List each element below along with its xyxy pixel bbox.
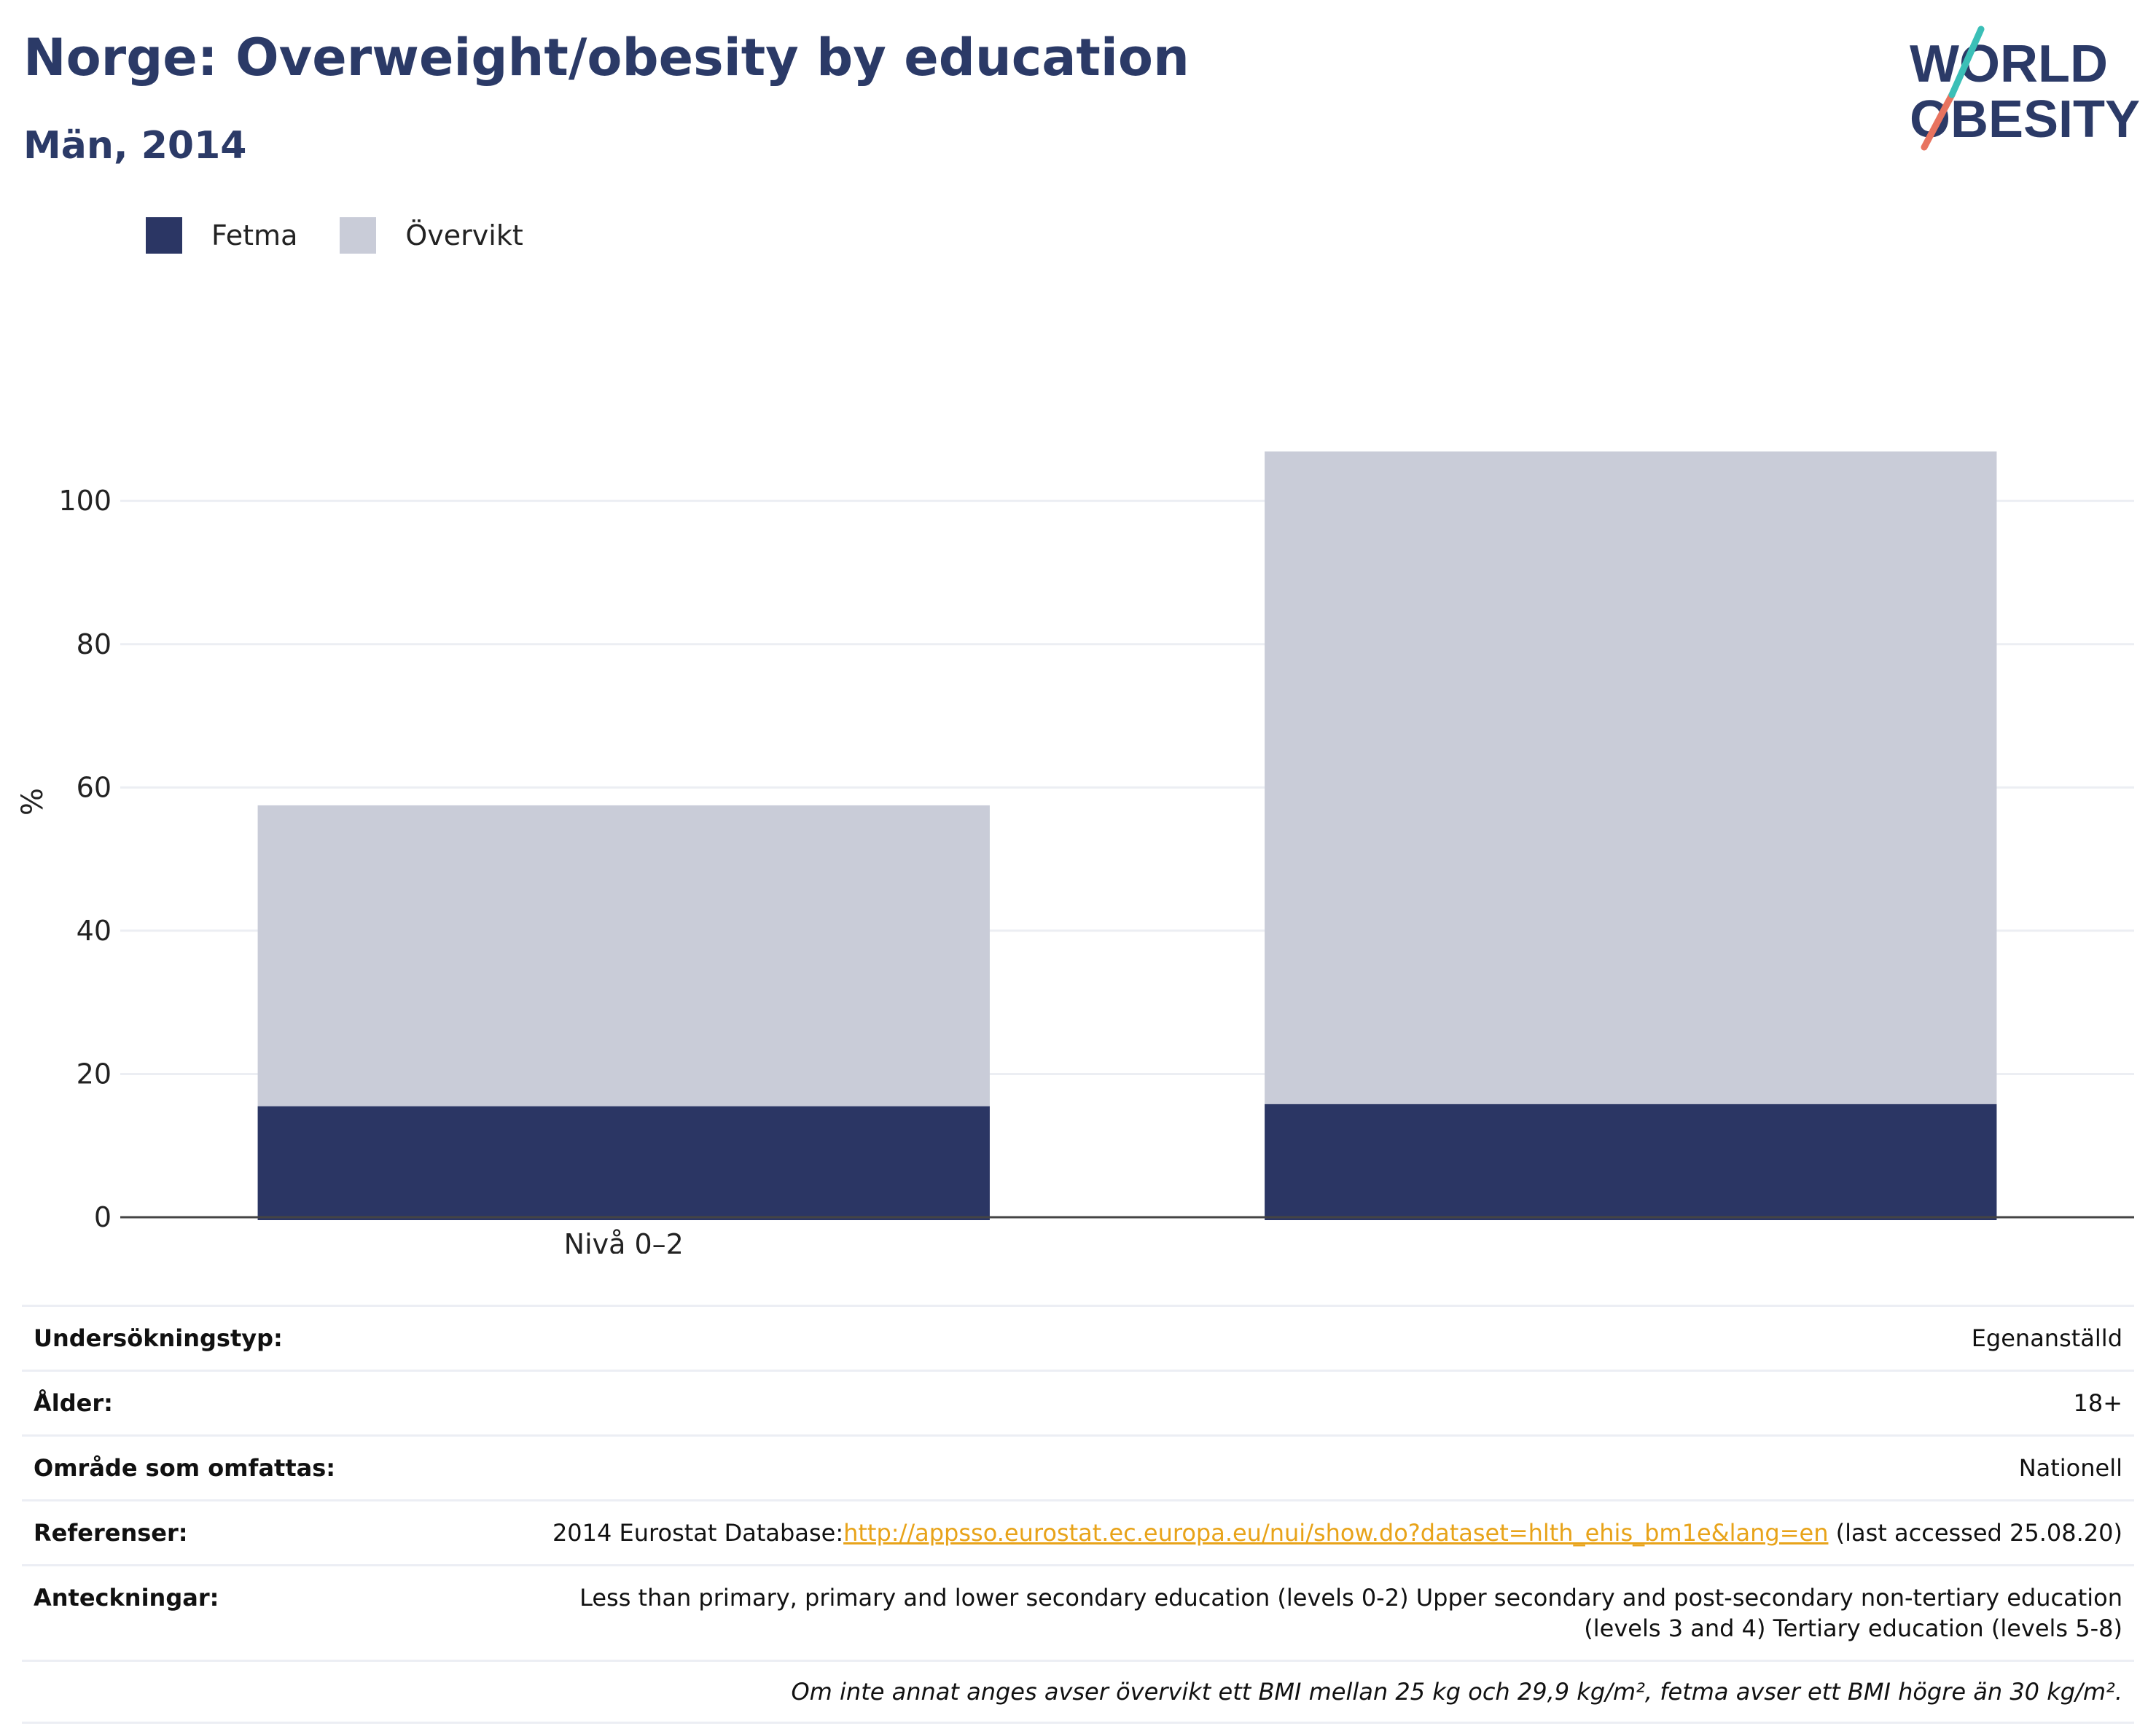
legend-swatch-fetma: [146, 217, 182, 254]
y-tick-label: 0: [94, 1201, 112, 1233]
y-tick-label: 80: [77, 628, 112, 660]
bar-chart: 0 20 40 60 80 100 Nivå 0–2%: [16, 451, 2134, 1254]
svg-text:WORLD: WORLD: [1910, 35, 2108, 93]
bar-fetma[interactable]: [257, 1106, 990, 1220]
legend-swatch-overvikt: [340, 217, 377, 254]
meta-value: Nationell: [2018, 1454, 2122, 1482]
y-axis-label: %: [16, 788, 50, 816]
meta-key: Undersökningstyp:: [34, 1324, 283, 1352]
y-tick-label: 20: [77, 1058, 112, 1090]
meta-value: 18+: [2073, 1389, 2122, 1417]
meta-row-notes: Anteckningar: Less than primary, primary…: [22, 1564, 2134, 1660]
bar-fetma[interactable]: [1265, 1104, 1997, 1220]
legend-item-overvikt[interactable]: Övervikt: [340, 217, 523, 254]
reference-link[interactable]: http://appsso.eurostat.ec.europa.eu/nui/…: [843, 1519, 1829, 1547]
chart-legend: Fetma Övervikt: [146, 217, 566, 254]
page-subtitle: Män, 2014: [23, 124, 247, 168]
bmi-footnote: Om inte annat anges avser övervikt ett B…: [22, 1660, 2134, 1724]
meta-key: Ålder:: [34, 1389, 113, 1417]
meta-key: Område som omfattas:: [34, 1454, 336, 1482]
legend-item-fetma[interactable]: Fetma: [146, 217, 297, 254]
page-title: Norge: Overweight/obesity by education: [23, 28, 1190, 87]
bar-overvikt[interactable]: [257, 805, 990, 1106]
legend-label-fetma: Fetma: [211, 219, 298, 251]
meta-row-survey-type: Undersökningstyp: Egenanställd: [22, 1305, 2134, 1370]
reference-prefix: 2014 Eurostat Database:: [552, 1519, 844, 1547]
x-tick-label: Nivå 0–2: [564, 1228, 684, 1254]
meta-key: Anteckningar:: [34, 1584, 219, 1612]
meta-value: Less than primary, primary and lower sec…: [579, 1584, 2122, 1642]
reference-suffix: (last accessed 25.08.20): [1828, 1519, 2122, 1547]
metadata-table: Undersökningstyp: Egenanställd Ålder: 18…: [22, 1305, 2134, 1724]
meta-value: Egenanställd: [1971, 1324, 2122, 1352]
bar-overvikt[interactable]: [1265, 451, 1997, 1104]
legend-label-overvikt: Övervikt: [405, 219, 523, 251]
y-tick-label: 40: [77, 915, 112, 947]
y-tick-label: 60: [77, 771, 112, 803]
svg-text:OBESITY: OBESITY: [1910, 90, 2140, 149]
world-obesity-logo: WORLD OBESITY: [1910, 26, 2140, 151]
meta-row-references: Referenser: 2014 Eurostat Database:http:…: [22, 1499, 2134, 1564]
meta-value: 2014 Eurostat Database:http://appsso.eur…: [552, 1518, 2122, 1548]
meta-row-coverage: Område som omfattas: Nationell: [22, 1434, 2134, 1499]
meta-row-age: Ålder: 18+: [22, 1370, 2134, 1434]
y-tick-label: 100: [58, 485, 112, 517]
meta-key: Referenser:: [34, 1519, 188, 1547]
